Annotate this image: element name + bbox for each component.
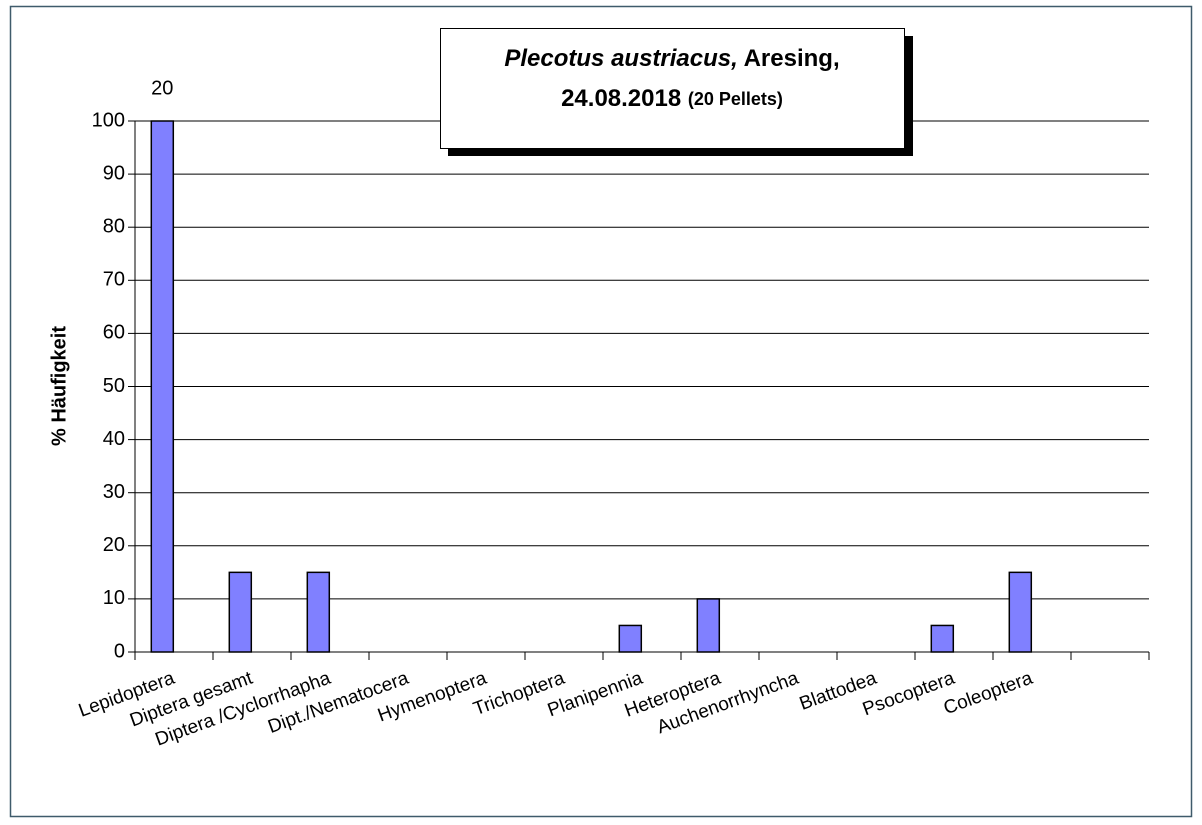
y-tick-label: 40 [103,428,125,450]
y-tick-label: 20 [103,534,125,556]
bar [618,624,643,653]
y-tick-label: 80 [103,215,125,237]
y-tick-label: 100 [92,109,125,131]
y-tick-label: 70 [103,269,125,291]
bar [306,571,331,653]
bar [930,624,955,653]
title-part: (20 Pellets) [688,89,783,109]
y-tick-label: 30 [103,481,125,503]
title-part: Aresing, [744,45,840,72]
bar [696,598,721,653]
y-axis-label: % Häufigkeit [48,326,70,446]
title-part: Plecotus austriacus, [504,45,737,72]
bar [228,571,253,653]
bar-annotation: 20 [151,77,173,99]
chart-title: Plecotus austriacus, Aresing, [504,45,839,72]
y-tick-label: 50 [103,375,125,397]
y-tick-label: 90 [103,162,125,184]
y-tick-label: 0 [114,640,125,662]
title-frame [440,28,905,149]
bar [150,120,175,653]
chart-title: 24.08.2018 (20 Pellets) [561,85,783,112]
bar [1008,571,1033,653]
title-part: 24.08.2018 [561,85,681,112]
title-box: Plecotus austriacus, Aresing, 24.08.2018… [440,28,913,156]
y-tick-label: 60 [103,322,125,344]
y-tick-label: 10 [103,587,125,609]
